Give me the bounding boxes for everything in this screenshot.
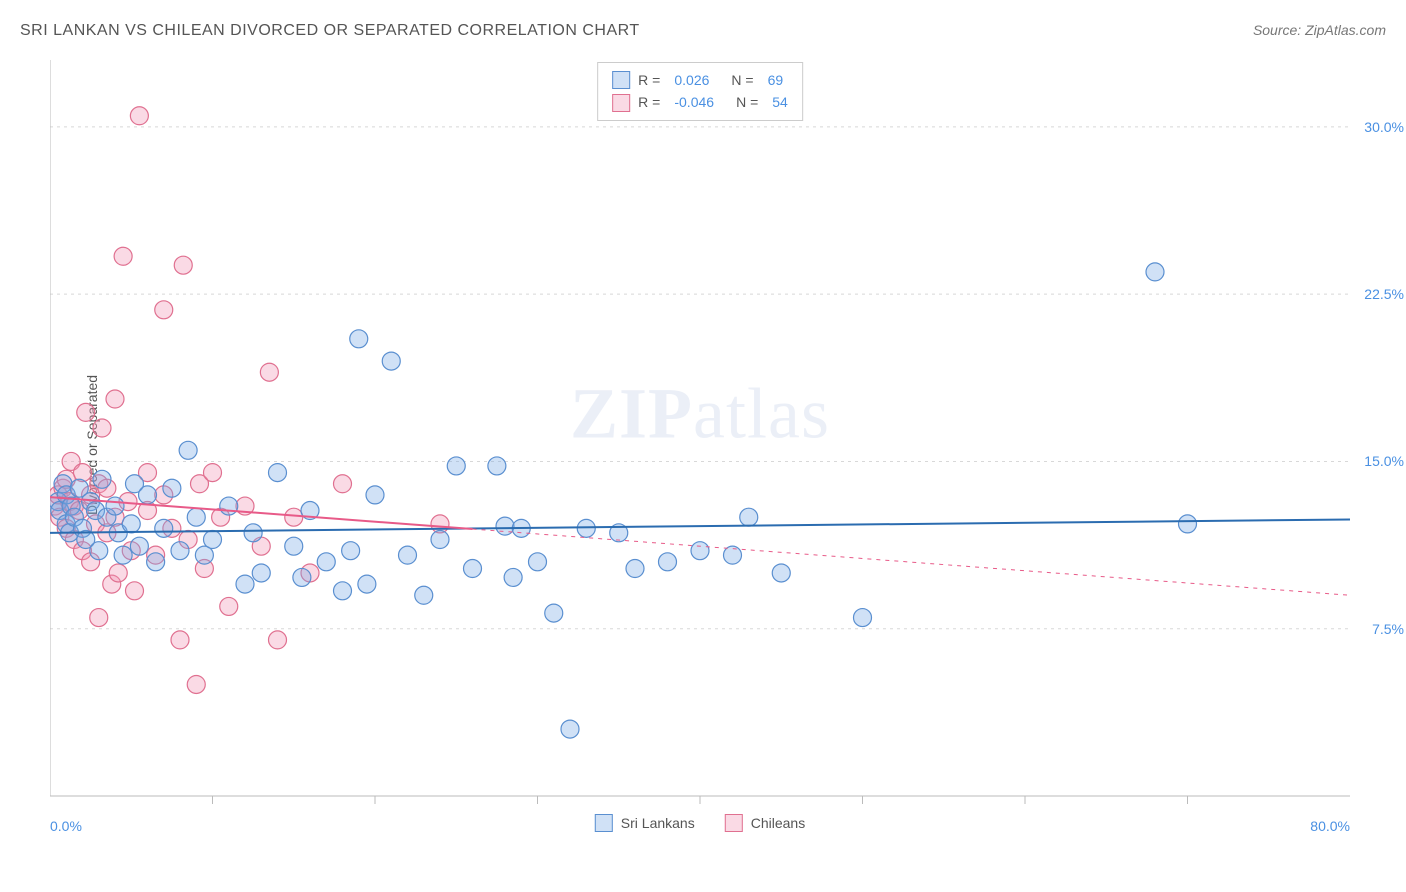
legend-label-2: Chileans — [751, 815, 805, 831]
r-value-2: -0.046 — [674, 91, 714, 113]
y-tick-label: 22.5% — [1364, 286, 1404, 302]
r-value-1: 0.026 — [674, 69, 709, 91]
r-label-2: R = — [638, 91, 660, 113]
chart-container: SRI LANKAN VS CHILEAN DIVORCED OR SEPARA… — [0, 0, 1406, 892]
x-axis-max-label: 80.0% — [1310, 818, 1350, 834]
swatch-blue-icon — [612, 71, 630, 89]
source-label: Source: ZipAtlas.com — [1253, 22, 1386, 38]
y-tick-label: 7.5% — [1372, 621, 1404, 637]
swatch-pink-icon — [612, 94, 630, 112]
chart-area: Divorced or Separated ZIPatlas R = 0.026… — [50, 60, 1350, 830]
series-legend: Sri Lankans Chileans — [595, 814, 805, 832]
legend-item-chileans: Chileans — [725, 814, 805, 832]
n-value-2: 54 — [772, 91, 788, 113]
swatch-pink-icon — [725, 814, 743, 832]
y-tick-label: 15.0% — [1364, 453, 1404, 469]
stats-row-1: R = 0.026 N = 69 — [612, 69, 788, 91]
scatter-plot — [50, 60, 1350, 830]
n-label: N = — [731, 69, 753, 91]
x-axis-min-label: 0.0% — [50, 818, 82, 834]
stats-legend: R = 0.026 N = 69 R = -0.046 N = 54 — [597, 62, 803, 121]
n-value-1: 69 — [768, 69, 784, 91]
swatch-blue-icon — [595, 814, 613, 832]
stats-row-2: R = -0.046 N = 54 — [612, 91, 788, 113]
legend-label-1: Sri Lankans — [621, 815, 695, 831]
y-tick-label: 30.0% — [1364, 119, 1404, 135]
legend-item-sri-lankans: Sri Lankans — [595, 814, 695, 832]
n-label-2: N = — [736, 91, 758, 113]
r-label: R = — [638, 69, 660, 91]
chart-title: SRI LANKAN VS CHILEAN DIVORCED OR SEPARA… — [20, 22, 640, 40]
